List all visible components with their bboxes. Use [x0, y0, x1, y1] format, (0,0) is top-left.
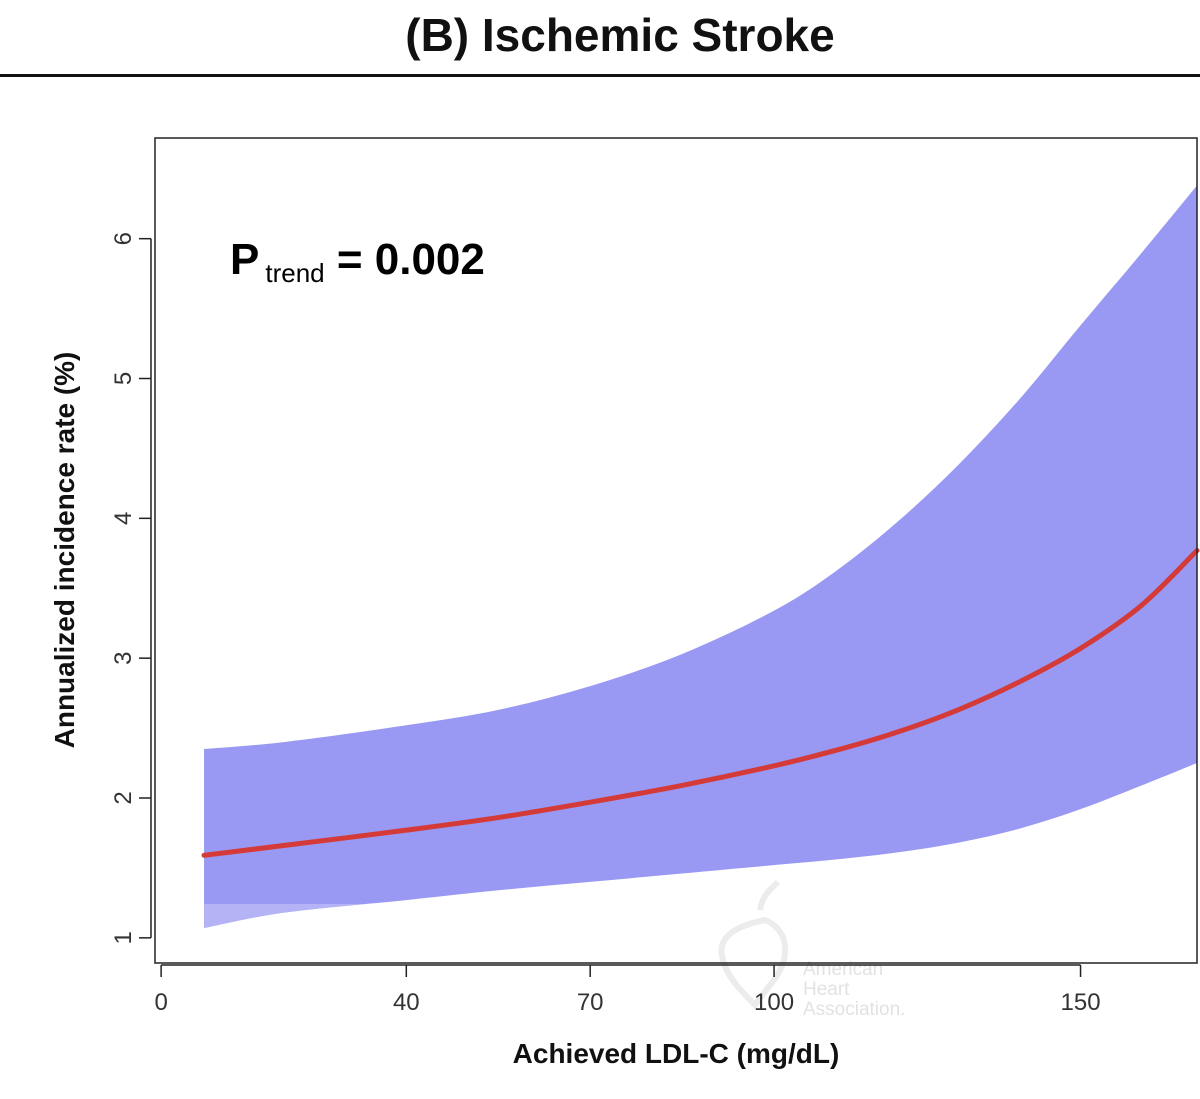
x-axis-title: Achieved LDL-C (mg/dL): [513, 1038, 840, 1069]
figure-title: (B) Ischemic Stroke: [405, 9, 835, 61]
y-tick-label-3: 3: [110, 651, 137, 664]
estimate-line: [201, 548, 1200, 858]
plot-frame: [154, 137, 1198, 964]
y-tick-label-1: 1: [110, 931, 137, 944]
y-tick-label-4: 4: [110, 512, 137, 525]
band-layer: [204, 185, 1198, 929]
title-divider: [0, 74, 1200, 77]
p-label: P: [230, 235, 259, 284]
x-tick-label-70: 70: [577, 989, 604, 1016]
x-tick-label-0: 0: [154, 989, 167, 1016]
x-tick-label-100: 100: [754, 989, 794, 1016]
axis-layer: 0 40 70 100 150 1 2 3 4 5 6: [110, 232, 1101, 1016]
watermark-line-1: American: [803, 959, 883, 980]
ci-band-light-strip: [204, 904, 525, 929]
p-subscript: trend: [265, 258, 324, 288]
y-tick-label-6: 6: [110, 232, 137, 245]
watermark-line-3: Association.: [803, 999, 905, 1020]
aha-watermark: American Heart Association.: [718, 879, 905, 1020]
line-layer: [201, 548, 1200, 858]
y-tick-label-2: 2: [110, 791, 137, 804]
x-tick-label-150: 150: [1061, 989, 1101, 1016]
p-value: = 0.002: [325, 235, 485, 284]
x-tick-label-40: 40: [393, 989, 420, 1016]
watermark-line-2: Heart: [803, 979, 850, 1000]
ci-band: [204, 185, 1198, 929]
aha-logo-mark: [718, 879, 789, 1010]
y-tick-label-5: 5: [110, 372, 137, 385]
y-axis-title: Annualized incidence rate (%): [49, 352, 80, 749]
